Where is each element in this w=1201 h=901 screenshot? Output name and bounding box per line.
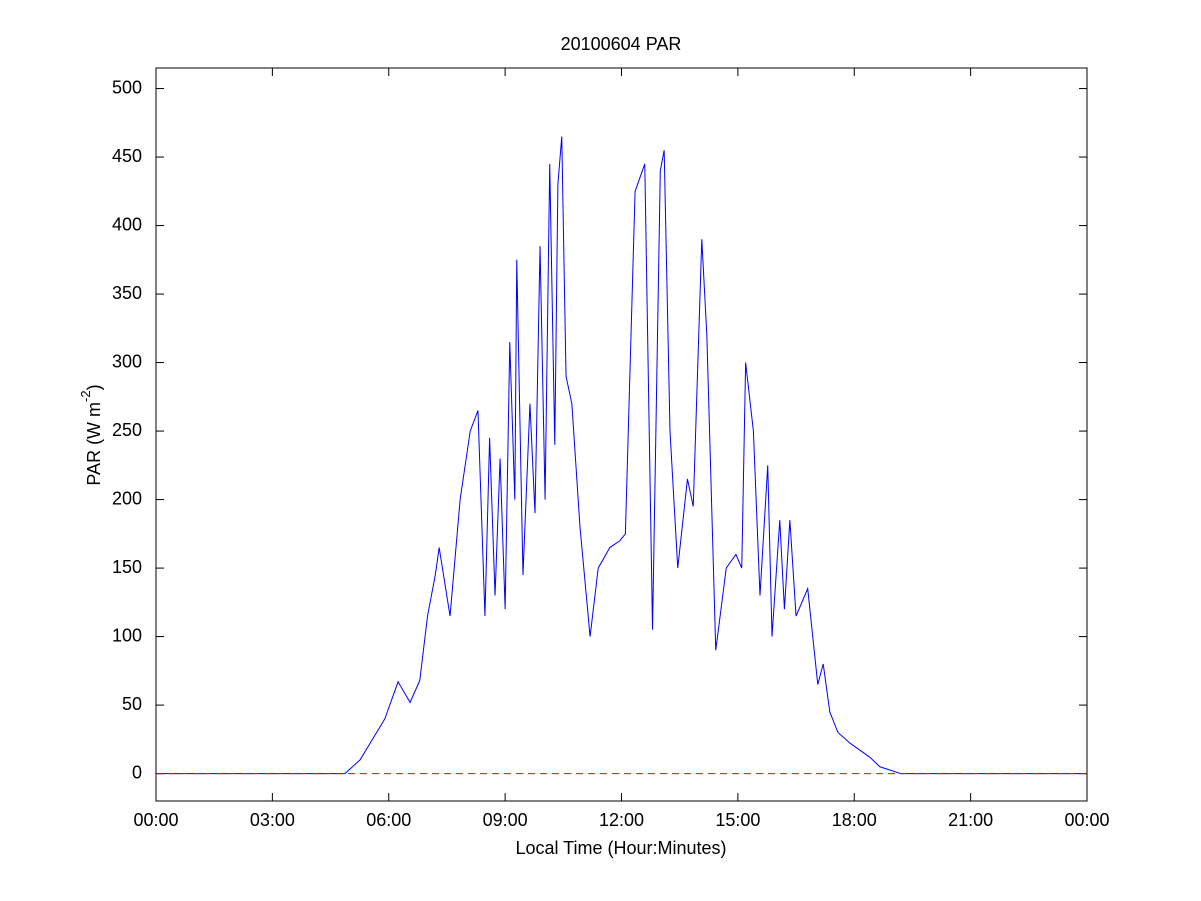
x-tick-label: 00:00: [133, 810, 178, 830]
y-tick-label: 450: [112, 146, 142, 166]
y-tick-label: 0: [132, 762, 142, 782]
y-tick-label: 150: [112, 557, 142, 577]
y-axis-label: PAR (W m-2): [78, 384, 103, 485]
data-line: [156, 136, 1087, 775]
chart-title: 20100604 PAR: [561, 34, 682, 54]
y-tick-label: 250: [112, 420, 142, 440]
y-tick-label: 400: [112, 214, 142, 234]
x-tick-label: 18:00: [832, 810, 877, 830]
x-tick-label: 15:00: [715, 810, 760, 830]
x-tick-label: 09:00: [483, 810, 528, 830]
y-label-suffix: ): [84, 384, 104, 390]
y-tick-label: 50: [122, 694, 142, 714]
plot-frame: [155, 67, 1088, 802]
x-tick-label: 12:00: [599, 810, 644, 830]
y-tick-label: 350: [112, 283, 142, 303]
x-tick-label: 00:00: [1064, 810, 1109, 830]
x-tick-label: 03:00: [250, 810, 295, 830]
y-tick-label: 100: [112, 625, 142, 645]
x-tick-label: 21:00: [948, 810, 993, 830]
x-axis-label: Local Time (Hour:Minutes): [515, 838, 726, 858]
y-tick-label: 300: [112, 351, 142, 371]
y-label-text: PAR (W m: [84, 402, 104, 486]
y-tick-label: 200: [112, 488, 142, 508]
y-label-superscript: -2: [78, 390, 93, 402]
y-tick-label: 500: [112, 77, 142, 97]
x-tick-label: 06:00: [366, 810, 411, 830]
